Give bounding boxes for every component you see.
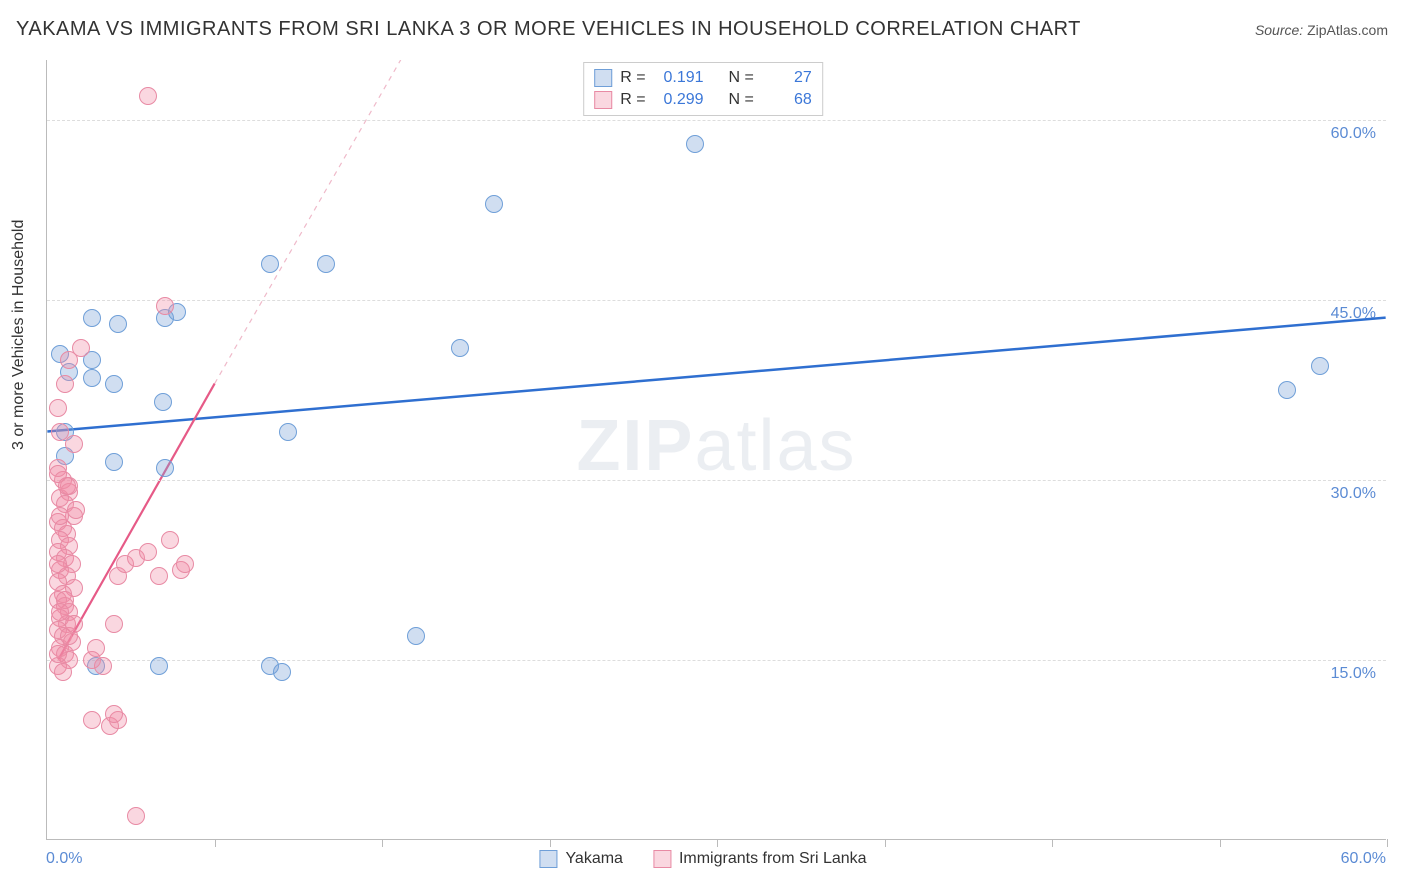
trend-line — [59, 384, 215, 660]
stat-n-value-srilanka: 68 — [762, 91, 812, 109]
watermark: ZIPatlas — [576, 404, 856, 486]
chart-title: YAKAMA VS IMMIGRANTS FROM SRI LANKA 3 OR… — [16, 18, 1081, 41]
data-point-yakama — [154, 393, 172, 411]
data-point-srilanka — [49, 645, 67, 663]
stats-box: R = 0.191 N = 27 R = 0.299 N = 68 — [583, 62, 823, 116]
y-tick-label: 30.0% — [1331, 485, 1376, 503]
data-point-srilanka — [58, 477, 76, 495]
legend-item-yakama: Yakama — [539, 850, 623, 868]
stat-n-value-yakama: 27 — [762, 69, 812, 87]
data-point-srilanka — [67, 501, 85, 519]
data-point-srilanka — [72, 339, 90, 357]
data-point-yakama — [83, 369, 101, 387]
x-axis-min-label: 0.0% — [46, 850, 82, 868]
plot-area: ZIPatlas 15.0% 30.0% 45.0% 60.0% — [46, 60, 1386, 840]
y-tick-label: 60.0% — [1331, 125, 1376, 143]
data-point-yakama — [105, 453, 123, 471]
data-point-srilanka — [105, 615, 123, 633]
data-point-yakama — [407, 627, 425, 645]
data-point-srilanka — [51, 507, 69, 525]
data-point-srilanka — [139, 543, 157, 561]
legend-item-srilanka: Immigrants from Sri Lanka — [653, 850, 867, 868]
stat-r-value-yakama: 0.191 — [654, 69, 704, 87]
x-tick — [215, 839, 216, 847]
data-point-srilanka — [105, 705, 123, 723]
gridline-h — [47, 660, 1386, 661]
gridline-h — [47, 120, 1386, 121]
data-point-yakama — [105, 375, 123, 393]
x-tick — [382, 839, 383, 847]
stat-r-label: R = — [620, 91, 645, 109]
data-point-yakama — [1311, 357, 1329, 375]
legend-label-yakama: Yakama — [565, 850, 623, 868]
x-tick — [1052, 839, 1053, 847]
trend-line — [215, 60, 449, 384]
source-attribution: Source: ZipAtlas.com — [1255, 22, 1388, 38]
data-point-srilanka — [49, 399, 67, 417]
data-point-srilanka — [56, 375, 74, 393]
data-point-yakama — [273, 663, 291, 681]
stats-row-yakama: R = 0.191 N = 27 — [594, 67, 812, 89]
watermark-atlas: atlas — [694, 405, 856, 485]
x-tick — [1220, 839, 1221, 847]
data-point-yakama — [156, 459, 174, 477]
data-point-yakama — [317, 255, 335, 273]
gridline-h — [47, 300, 1386, 301]
watermark-zip: ZIP — [576, 405, 694, 485]
legend-label-srilanka: Immigrants from Sri Lanka — [679, 850, 867, 868]
data-point-srilanka — [87, 639, 105, 657]
data-point-srilanka — [65, 435, 83, 453]
data-point-yakama — [150, 657, 168, 675]
data-point-yakama — [261, 255, 279, 273]
source-label: Source: — [1255, 22, 1303, 38]
y-tick-label: 15.0% — [1331, 665, 1376, 683]
data-point-yakama — [451, 339, 469, 357]
y-axis-label: 3 or more Vehicles in Household — [10, 220, 28, 450]
data-point-srilanka — [49, 555, 67, 573]
data-point-srilanka — [127, 807, 145, 825]
data-point-srilanka — [54, 663, 72, 681]
trend-lines — [47, 60, 1386, 839]
data-point-yakama — [1278, 381, 1296, 399]
data-point-srilanka — [83, 711, 101, 729]
legend-swatch-srilanka — [653, 850, 671, 868]
data-point-yakama — [686, 135, 704, 153]
x-tick — [717, 839, 718, 847]
data-point-srilanka — [94, 657, 112, 675]
data-point-yakama — [485, 195, 503, 213]
data-point-srilanka — [65, 615, 83, 633]
bottom-legend: Yakama Immigrants from Sri Lanka — [539, 850, 866, 868]
x-tick — [885, 839, 886, 847]
data-point-yakama — [83, 309, 101, 327]
stat-n-label: N = — [728, 91, 753, 109]
stat-n-label: N = — [728, 69, 753, 87]
data-point-yakama — [109, 315, 127, 333]
data-point-srilanka — [161, 531, 179, 549]
trend-line — [47, 318, 1385, 432]
data-point-srilanka — [139, 87, 157, 105]
x-tick — [550, 839, 551, 847]
stat-r-value-srilanka: 0.299 — [654, 91, 704, 109]
y-tick-label: 45.0% — [1331, 305, 1376, 323]
x-axis-max-label: 60.0% — [1341, 850, 1386, 868]
source-value: ZipAtlas.com — [1307, 22, 1388, 38]
x-tick — [1387, 839, 1388, 847]
legend-swatch-yakama — [539, 850, 557, 868]
data-point-srilanka — [150, 567, 168, 585]
stat-r-label: R = — [620, 69, 645, 87]
data-point-yakama — [279, 423, 297, 441]
data-point-srilanka — [176, 555, 194, 573]
gridline-h — [47, 480, 1386, 481]
swatch-yakama — [594, 69, 612, 87]
data-point-srilanka — [156, 297, 174, 315]
stats-row-srilanka: R = 0.299 N = 68 — [594, 89, 812, 111]
swatch-srilanka — [594, 91, 612, 109]
